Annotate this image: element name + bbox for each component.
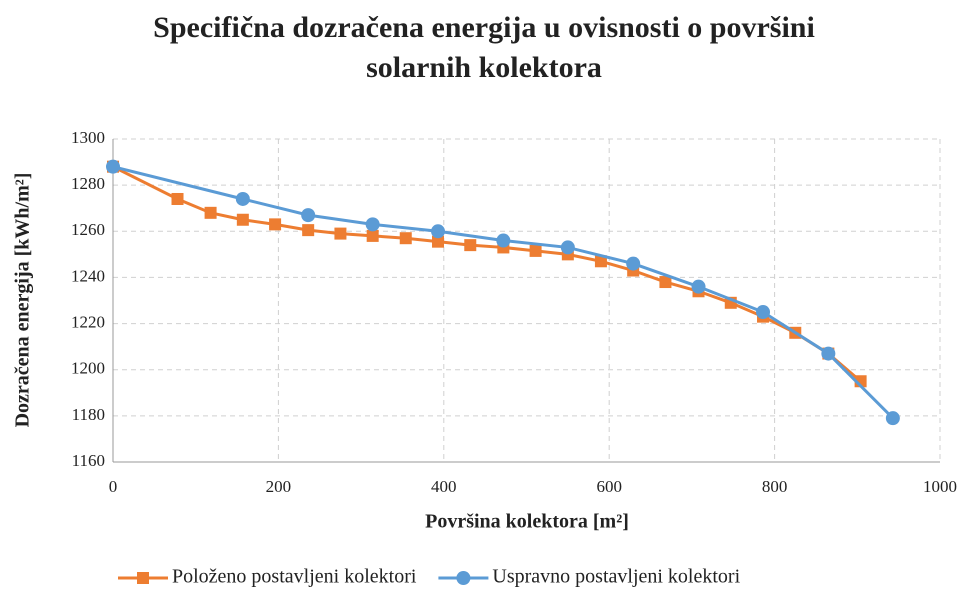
- y-tick-label: 1200: [71, 359, 105, 378]
- legend-marker: [456, 571, 471, 585]
- y-tick-label: 1180: [72, 405, 105, 424]
- x-tick-label: 400: [431, 477, 457, 496]
- data-point: [560, 240, 575, 255]
- data-point: [399, 232, 412, 245]
- y-tick-label: 1160: [72, 451, 105, 470]
- data-point: [464, 239, 477, 252]
- data-point: [691, 279, 706, 294]
- legend-label: Uspravno postavljeni kolektori: [492, 566, 740, 588]
- data-point: [756, 305, 771, 320]
- data-point: [431, 224, 446, 239]
- x-tick-label: 600: [596, 477, 622, 496]
- x-tick-label: 1000: [923, 477, 957, 496]
- data-point: [269, 218, 282, 231]
- data-point: [301, 208, 316, 223]
- data-point: [659, 276, 672, 289]
- x-axis-label: Površina kolektora [m²]: [425, 511, 629, 533]
- x-tick-label: 200: [266, 477, 292, 496]
- x-tick-label: 0: [109, 477, 118, 496]
- data-point: [204, 206, 217, 219]
- data-point: [496, 233, 511, 248]
- data-point: [885, 411, 900, 426]
- chart-title: solarnih kolektora: [366, 51, 602, 84]
- legend-marker: [137, 572, 149, 584]
- data-point: [366, 229, 379, 242]
- y-tick-label: 1300: [71, 128, 105, 147]
- data-point: [432, 235, 445, 248]
- chart-title: Specifična dozračena energija u ovisnost…: [153, 11, 815, 44]
- data-point: [106, 159, 120, 174]
- data-point: [334, 227, 347, 240]
- series-line: [112, 165, 894, 420]
- data-point: [821, 346, 836, 361]
- data-point: [594, 255, 607, 268]
- data-point: [171, 192, 184, 205]
- y-tick-label: 1220: [71, 312, 105, 331]
- data-point: [235, 191, 250, 206]
- y-tick-label: 1280: [71, 174, 105, 193]
- series-line: [112, 165, 862, 383]
- data-point: [302, 224, 315, 237]
- legend-label: Položeno postavljeni kolektori: [172, 566, 417, 588]
- y-axis-label: Dozračena energija [kWh/m²]: [12, 173, 34, 428]
- x-tick-label: 800: [762, 477, 788, 496]
- y-tick-label: 1240: [71, 266, 105, 285]
- data-point: [236, 213, 249, 226]
- data-point: [626, 256, 641, 271]
- data-point: [365, 217, 380, 232]
- data-point: [529, 244, 542, 257]
- y-tick-label: 1260: [71, 220, 105, 239]
